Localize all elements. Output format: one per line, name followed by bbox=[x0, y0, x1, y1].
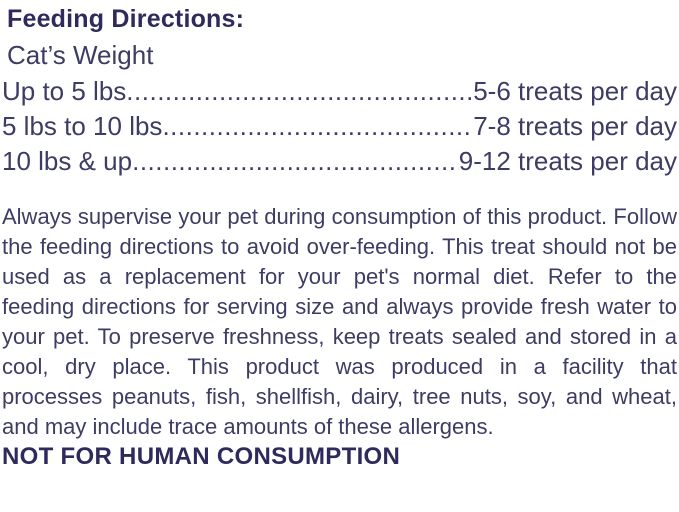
weight-range: 5 lbs to 10 lbs bbox=[2, 111, 163, 141]
weight-range: 10 lbs & up bbox=[2, 146, 133, 176]
serving-size: 5-6 treats per day bbox=[473, 76, 677, 106]
table-row: Up to 5 lbs 5-6 treats per day bbox=[2, 74, 677, 109]
feeding-table: Up to 5 lbs 5-6 treats per day 5 lbs to … bbox=[2, 74, 677, 179]
feeding-directions-title: Feeding Directions: bbox=[7, 5, 245, 33]
dot-leader bbox=[126, 74, 473, 109]
dot-leader bbox=[132, 144, 459, 179]
dot-leader bbox=[162, 109, 473, 144]
cats-weight-label: Cat’s Weight bbox=[7, 40, 154, 70]
serving-size: 9-12 treats per day bbox=[458, 146, 677, 176]
table-row: 10 lbs & up 9-12 treats per day bbox=[2, 144, 677, 179]
serving-size: 7-8 treats per day bbox=[473, 111, 677, 141]
weight-range: Up to 5 lbs bbox=[2, 76, 127, 106]
human-consumption-warning: NOT FOR HUMAN CONSUMPTION bbox=[2, 443, 401, 470]
table-row: 5 lbs to 10 lbs 7-8 treats per day bbox=[2, 109, 677, 144]
feeding-disclaimer-paragraph: Always supervise your pet during consump… bbox=[2, 204, 677, 439]
